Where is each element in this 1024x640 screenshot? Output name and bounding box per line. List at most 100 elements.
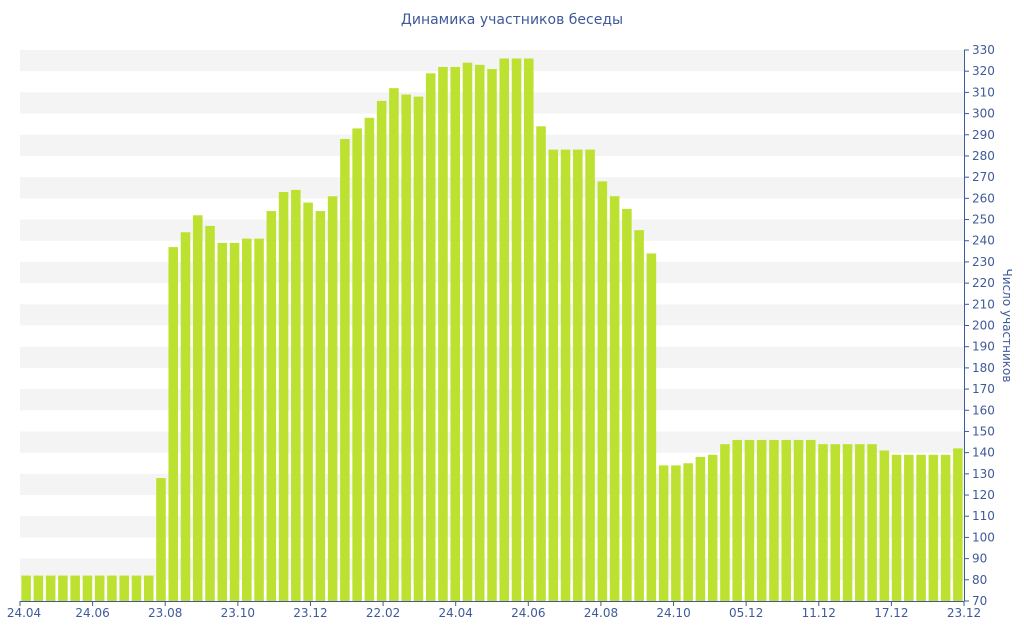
bar [254, 238, 264, 602]
bar-series [21, 58, 963, 602]
bar [131, 575, 142, 601]
bar [904, 454, 914, 601]
bar [769, 439, 779, 601]
bar [499, 58, 510, 602]
y-tick-label: 100 [972, 530, 995, 544]
bar [33, 575, 44, 601]
chart-title: Динамика участников беседы [400, 12, 624, 28]
bar [805, 439, 816, 601]
bar [536, 126, 546, 601]
bar [658, 465, 669, 601]
x-tick-label: 24.04 [439, 606, 473, 620]
y-tick-label: 220 [972, 276, 995, 290]
bar [438, 66, 448, 601]
bar [646, 253, 657, 601]
bar [524, 58, 534, 602]
bar [70, 575, 80, 601]
bar [401, 94, 411, 601]
x-axis-ticks: 24.04 24.06 23.08 23.10 23.12 22.02 24.04 24.06… [7, 601, 981, 620]
bar [720, 444, 730, 601]
y-tick-label: 290 [972, 128, 995, 142]
bar [855, 444, 865, 601]
y-tick-label: 270 [972, 170, 995, 184]
bar [229, 242, 240, 601]
y-tick-label: 200 [972, 319, 995, 333]
y-axis-label: Число участников [1000, 269, 1014, 383]
bar [781, 439, 792, 601]
x-tick-label: 11.12 [802, 606, 836, 620]
bar [315, 211, 326, 601]
bar [573, 149, 583, 601]
bar [695, 456, 706, 601]
x-tick-label: 24.04 [7, 606, 41, 620]
bar [744, 439, 755, 601]
x-tick-label: 22.02 [366, 606, 400, 620]
y-tick-label: 210 [972, 297, 995, 311]
y-tick-label: 250 [972, 213, 995, 227]
bar [916, 454, 926, 601]
bar [879, 450, 890, 601]
x-tick-label: 24.10 [656, 606, 690, 620]
y-tick-label: 90 [972, 552, 987, 566]
bar [842, 444, 853, 601]
y-tick-label: 160 [972, 403, 995, 417]
bar [487, 69, 497, 601]
bar [242, 238, 252, 602]
y-tick-label: 130 [972, 467, 995, 481]
y-tick-label: 310 [972, 85, 995, 99]
x-tick-label: 24.08 [584, 606, 618, 620]
bar [340, 139, 350, 601]
bar [143, 575, 154, 601]
y-tick-label: 120 [972, 488, 995, 502]
bar [291, 189, 301, 601]
bar [609, 196, 620, 602]
x-tick-label: 05.12 [729, 606, 763, 620]
bar [156, 478, 166, 601]
bar [266, 211, 277, 601]
bar [303, 202, 313, 601]
bar [462, 62, 473, 602]
y-tick-label: 320 [972, 64, 995, 78]
bar [58, 575, 68, 601]
y-tick-label: 260 [972, 191, 995, 205]
bar [511, 58, 522, 602]
bar [622, 208, 632, 601]
bar [217, 242, 228, 601]
bar [119, 575, 129, 601]
x-tick-label: 23.08 [148, 606, 182, 620]
y-tick-label: 170 [972, 382, 995, 396]
bar [82, 575, 93, 601]
bar [940, 454, 951, 601]
bar [597, 181, 608, 601]
bar [634, 230, 644, 601]
y-tick-label: 190 [972, 340, 995, 354]
bar [425, 73, 436, 601]
bar [830, 444, 841, 601]
bar [585, 149, 595, 601]
bar [450, 66, 460, 601]
bar [168, 247, 179, 601]
bar [683, 463, 693, 601]
bar [732, 439, 742, 601]
y-tick-label: 150 [972, 424, 995, 438]
bar [891, 454, 902, 601]
bar [548, 149, 559, 601]
bar [192, 215, 203, 602]
y-tick-label: 300 [972, 107, 995, 121]
bar [474, 64, 485, 601]
bar [928, 454, 939, 601]
x-tick-label: 24.06 [75, 606, 109, 620]
bar [45, 575, 56, 601]
bar [560, 149, 571, 601]
x-tick-label: 17.12 [874, 606, 908, 620]
y-tick-label: 280 [972, 149, 995, 163]
x-tick-label: 24.06 [511, 606, 545, 620]
bar [21, 575, 31, 601]
y-tick-label: 240 [972, 234, 995, 248]
y-tick-label: 230 [972, 255, 995, 269]
bar [867, 444, 877, 601]
bar [818, 444, 828, 601]
bar [707, 454, 718, 601]
